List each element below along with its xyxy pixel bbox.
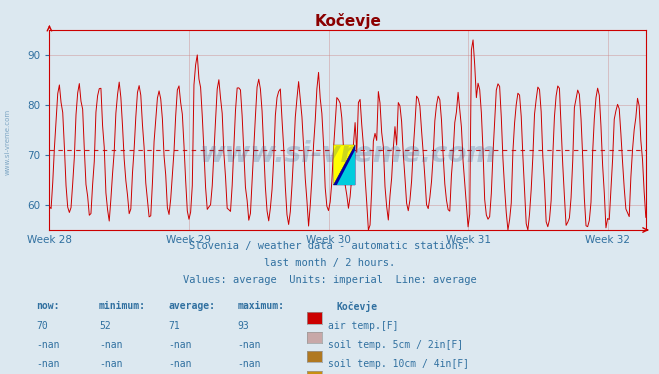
Text: -nan: -nan (36, 359, 60, 370)
Text: -nan: -nan (36, 340, 60, 350)
Text: -nan: -nan (168, 359, 192, 370)
Text: -nan: -nan (168, 340, 192, 350)
Text: Values: average  Units: imperial  Line: average: Values: average Units: imperial Line: av… (183, 275, 476, 285)
Text: 93: 93 (237, 321, 249, 331)
Text: minimum:: minimum: (99, 301, 146, 311)
Text: 70: 70 (36, 321, 48, 331)
Text: -nan: -nan (237, 359, 261, 370)
Text: air temp.[F]: air temp.[F] (328, 321, 399, 331)
Text: now:: now: (36, 301, 60, 311)
Text: Kočevje: Kočevje (336, 301, 377, 312)
Text: -nan: -nan (99, 359, 123, 370)
Text: last month / 2 hours.: last month / 2 hours. (264, 258, 395, 268)
Text: soil temp. 5cm / 2in[F]: soil temp. 5cm / 2in[F] (328, 340, 463, 350)
Polygon shape (333, 145, 355, 185)
Text: www.si-vreme.com: www.si-vreme.com (5, 109, 11, 175)
Text: soil temp. 10cm / 4in[F]: soil temp. 10cm / 4in[F] (328, 359, 469, 370)
Text: 52: 52 (99, 321, 111, 331)
Text: -nan: -nan (99, 340, 123, 350)
Polygon shape (333, 145, 355, 185)
Text: www.si-vreme.com: www.si-vreme.com (200, 140, 496, 168)
Text: Slovenia / weather data - automatic stations.: Slovenia / weather data - automatic stat… (189, 241, 470, 251)
Polygon shape (337, 150, 355, 185)
Text: -nan: -nan (237, 340, 261, 350)
Text: 71: 71 (168, 321, 180, 331)
Text: average:: average: (168, 301, 215, 311)
Text: maximum:: maximum: (237, 301, 284, 311)
Title: Kočevje: Kočevje (314, 13, 381, 29)
